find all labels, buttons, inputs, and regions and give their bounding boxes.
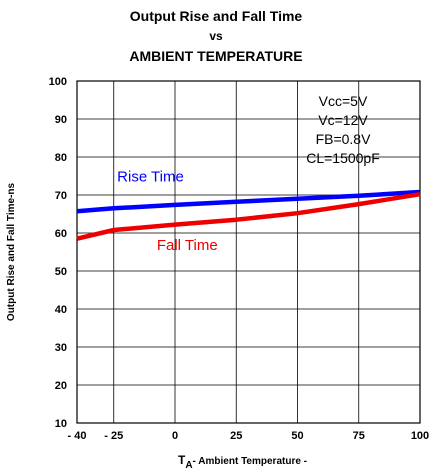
chart-title-line-2: vs xyxy=(209,29,223,43)
y-tick-label: 10 xyxy=(55,418,67,430)
series-line-fall-time xyxy=(76,191,421,241)
chart-title-line-1: Output Rise and Fall Time xyxy=(129,8,303,24)
y-tick-label: 30 xyxy=(55,342,67,354)
y-tick-label: 40 xyxy=(55,304,67,316)
x-tick-labels: - 40 - 25 0 25 50 75 100 xyxy=(68,430,430,442)
x-axis-label-symbol: T xyxy=(178,453,186,467)
y-tick-label: 90 xyxy=(55,114,67,126)
x-tick-label: 25 xyxy=(230,430,242,442)
x-tick-label: 0 xyxy=(172,430,178,442)
condition-text: Vcc=5V xyxy=(319,93,368,109)
x-tick-label: 100 xyxy=(411,430,429,442)
y-tick-label: 60 xyxy=(55,228,67,240)
condition-text: FB=0.8V xyxy=(316,131,372,147)
x-tick-label: 50 xyxy=(291,430,303,442)
y-tick-label: 80 xyxy=(55,152,67,164)
series-label-rise-time: Rise Time xyxy=(117,169,184,186)
series-line-rise-time xyxy=(76,189,421,214)
condition-text: CL=1500pF xyxy=(306,150,380,166)
y-tick-label: 50 xyxy=(55,266,67,278)
series-label-fall-time: Fall Time xyxy=(157,237,218,254)
y-tick-labels: 10 20 30 40 50 60 70 80 90 100 xyxy=(49,76,67,430)
conditions-annotation: Vcc=5V Vc=12V FB=0.8V CL=1500pF xyxy=(306,93,380,166)
series-lines: Rise Time Fall Time xyxy=(76,169,421,254)
y-axis-label: Output Rise and Fall Time-ns xyxy=(6,182,17,321)
chart-title-line-3: AMBIENT TEMPERATURE xyxy=(129,48,303,64)
y-tick-label: 20 xyxy=(55,380,67,392)
plot-frame xyxy=(76,80,421,424)
y-tick-label: 70 xyxy=(55,190,67,202)
x-axis-label-text: - Ambient Temperature - xyxy=(193,456,307,467)
x-axis-label-subscript: A xyxy=(185,460,192,471)
x-tick-label: 75 xyxy=(353,430,365,442)
condition-text: Vc=12V xyxy=(318,112,368,128)
x-tick-label: - 25 xyxy=(104,430,123,442)
x-axis-label: TA- Ambient Temperature - xyxy=(178,453,307,471)
y-tick-label: 100 xyxy=(49,76,67,88)
x-tick-label: - 40 xyxy=(68,430,87,442)
